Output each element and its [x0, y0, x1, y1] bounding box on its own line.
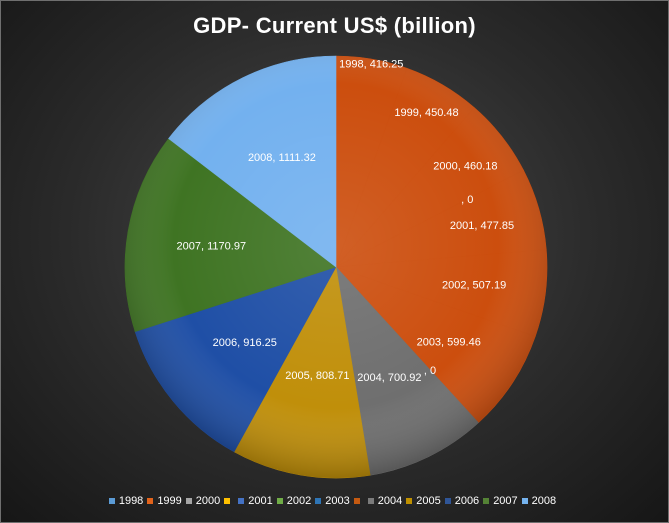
- legend-item-1999: 1999: [147, 495, 182, 507]
- pie-shading: [125, 56, 547, 478]
- data-label-2007: 2007, 1170.97: [177, 240, 247, 252]
- data-label-2000: 2000, 460.18: [433, 160, 497, 172]
- data-label-2003: 2003, 599.46: [417, 336, 481, 348]
- legend-item-2006: 2006: [444, 495, 480, 507]
- data-label-2005: 2005, 808.71: [285, 370, 349, 382]
- legend-swatch: [521, 498, 528, 504]
- legend: 1998 1999 2000 2001 2002 2003 2004 2005 2006 2007…: [1, 495, 668, 507]
- legend-item-2007: 2007: [483, 495, 518, 507]
- legend-label: 1999: [157, 495, 182, 507]
- legend-item-2001: 2001: [238, 495, 273, 507]
- data-label-2004: 2004, 700.92: [357, 372, 421, 384]
- data-label-blank-7: , 0: [424, 365, 436, 377]
- legend-swatch: [444, 498, 451, 504]
- legend-swatch: [185, 498, 192, 504]
- legend-item-2008: 2008: [521, 495, 557, 507]
- legend-item-2002: 2002: [276, 495, 312, 507]
- legend-swatch: [315, 498, 322, 504]
- legend-swatch: [483, 498, 490, 504]
- data-label-blank-3: , 0: [461, 194, 473, 206]
- legend-item-2005: 2005: [406, 495, 441, 507]
- legend-label: 1998: [118, 495, 144, 507]
- legend-swatch: [406, 498, 413, 504]
- legend-label: 2001: [248, 495, 273, 507]
- data-label-1999: 1999, 450.48: [394, 107, 458, 119]
- data-label-2001: 2001, 477.85: [450, 220, 514, 232]
- legend-item-2003: 2003: [315, 495, 350, 507]
- legend-swatch: [147, 498, 154, 504]
- legend-label: 2000: [195, 495, 221, 507]
- legend-swatch: [353, 498, 360, 504]
- legend-label: 2003: [325, 495, 350, 507]
- legend-item-blank-7: [353, 498, 364, 504]
- legend-item-blank-3: [224, 498, 234, 504]
- legend-swatch: [367, 498, 374, 504]
- legend-label: 2008: [531, 495, 557, 507]
- data-label-2006: 2006, 916.25: [213, 337, 277, 349]
- legend-label: 2002: [286, 495, 312, 507]
- chart-title: GDP- Current US$ (billion): [193, 13, 476, 38]
- data-label-2002: 2002, 507.19: [442, 280, 506, 292]
- legend-item-2000: 2000: [185, 495, 221, 507]
- legend-swatch: [276, 498, 283, 504]
- legend-label: 2004: [377, 495, 403, 507]
- legend-swatch: [224, 498, 231, 504]
- legend-label: 2005: [416, 495, 441, 507]
- legend-item-1998: 1998: [108, 495, 144, 507]
- legend-swatch: [108, 498, 115, 504]
- legend-item-2004: 2004: [367, 495, 403, 507]
- legend-label: 2006: [454, 495, 480, 507]
- data-label-1998: 1998, 416.25: [339, 58, 403, 70]
- legend-label: 2007: [493, 495, 518, 507]
- data-label-2008: 2008, 1111.32: [248, 152, 316, 164]
- legend-swatch: [238, 498, 245, 504]
